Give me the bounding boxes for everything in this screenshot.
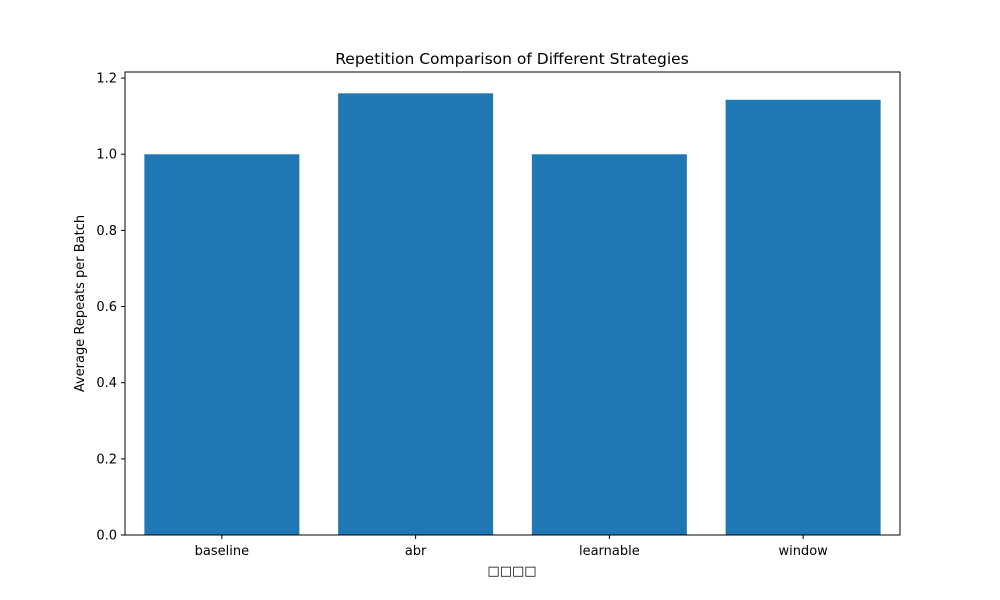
x-axis-label: □□□□ xyxy=(487,564,536,579)
y-tick-label: 0.0 xyxy=(96,529,117,544)
y-axis-label: Average Repeats per Batch xyxy=(73,215,88,392)
bar-abr xyxy=(338,93,494,536)
bar-window xyxy=(725,99,881,535)
x-tick-label-abr: abr xyxy=(405,544,427,559)
y-tick-label: 0.2 xyxy=(96,452,117,467)
chart-title: Repetition Comparison of Different Strat… xyxy=(335,50,689,68)
x-tick-label-window: window xyxy=(778,544,828,559)
axes-layer: baseline abr learnable window 0.0 0.2 0.4 0.6 0.… xyxy=(96,71,901,559)
y-tick-label: 0.6 xyxy=(96,300,117,315)
y-tick-label: 0.4 xyxy=(96,376,117,391)
plot-frame xyxy=(124,71,901,536)
y-tick-label: 1.0 xyxy=(96,148,117,163)
bar-baseline xyxy=(144,154,300,536)
y-tick-label: 0.8 xyxy=(96,224,117,239)
bar-learnable xyxy=(531,154,687,536)
y-tick-label: 1.2 xyxy=(96,72,117,87)
x-tick-label-learnable: learnable xyxy=(579,544,640,559)
bars-layer xyxy=(144,93,881,536)
x-tick-label-baseline: baseline xyxy=(195,544,249,559)
